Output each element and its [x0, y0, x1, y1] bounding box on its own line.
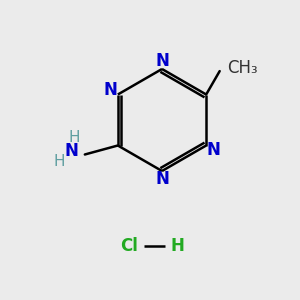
Text: CH₃: CH₃ — [227, 59, 258, 77]
Text: Cl: Cl — [120, 237, 138, 255]
Text: N: N — [103, 81, 118, 99]
Text: N: N — [155, 170, 169, 188]
Text: N: N — [206, 141, 220, 159]
Text: H: H — [54, 154, 65, 169]
Text: N: N — [155, 52, 169, 70]
Text: N: N — [64, 142, 78, 160]
Text: H: H — [170, 237, 184, 255]
Text: H: H — [69, 130, 80, 146]
